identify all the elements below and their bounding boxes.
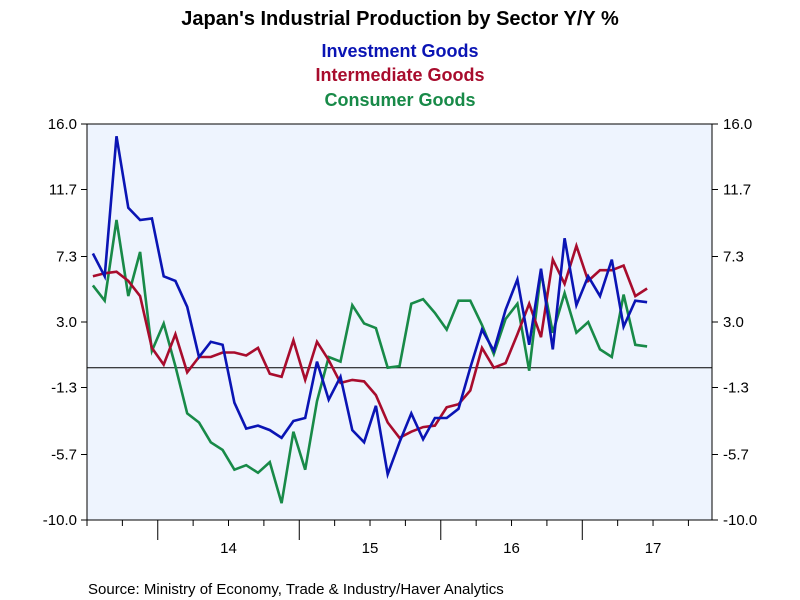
y-tick-label-left: 16.0 <box>48 116 77 133</box>
x-tick-label: 14 <box>220 540 237 557</box>
y-tick-label-right: -1.3 <box>723 379 749 396</box>
y-tick-label-right: -5.7 <box>723 447 749 464</box>
y-tick-label-right: 3.0 <box>723 314 744 331</box>
y-tick-label-left: -10.0 <box>43 512 77 529</box>
series-line-intermediate-goods <box>92 241 648 440</box>
y-tick-label-right: 11.7 <box>723 181 751 198</box>
x-tick-label: 15 <box>362 540 379 557</box>
series-line-investment-goods <box>91 135 648 480</box>
y-tick-label-left: 11.7 <box>49 181 77 198</box>
series-layer <box>91 135 648 504</box>
x-tick-label: 17 <box>645 540 662 557</box>
y-tick-label-right: -10.0 <box>723 512 757 529</box>
y-tick-label-left: -1.3 <box>51 379 77 396</box>
y-tick-label-right: 7.3 <box>723 249 744 266</box>
legend-intermediate-goods: Intermediate Goods <box>315 65 484 85</box>
source-note: Source: Ministry of Economy, Trade & Ind… <box>88 581 504 598</box>
chart-title: Japan's Industrial Production by Sector … <box>181 8 619 30</box>
y-tick-label-left: 7.3 <box>56 249 77 266</box>
y-tick-label-left: 3.0 <box>56 314 77 331</box>
x-tick-label: 16 <box>503 540 520 557</box>
legend-consumer-goods: Consumer Goods <box>324 90 475 110</box>
y-tick-label-right: 16.0 <box>723 116 752 133</box>
y-tick-label-left: -5.7 <box>51 447 77 464</box>
legend-investment-goods: Investment Goods <box>321 41 478 61</box>
